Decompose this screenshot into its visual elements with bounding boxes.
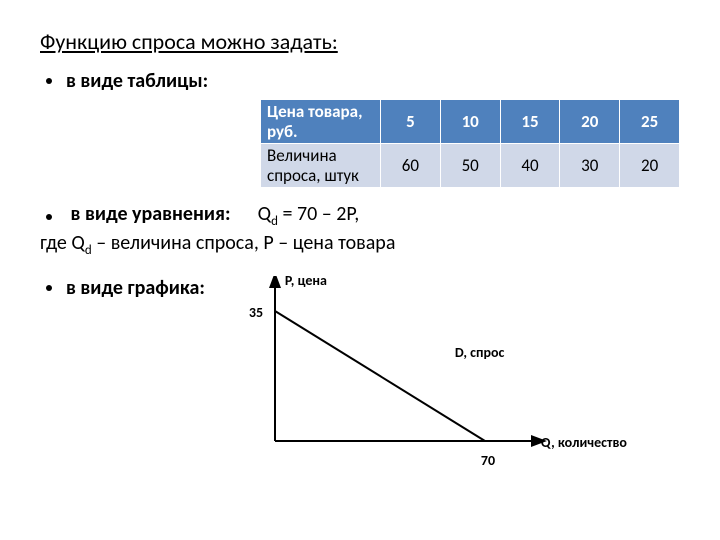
table-cell: 50 bbox=[440, 144, 500, 188]
bullet-table-label: в виде таблицы: bbox=[66, 69, 208, 93]
bullet-dot bbox=[46, 214, 52, 220]
x-intercept-label: 70 bbox=[481, 452, 495, 469]
y-intercept-label: 35 bbox=[249, 304, 263, 321]
y-axis-label: P, цена bbox=[285, 272, 327, 289]
table-cell: 20 bbox=[560, 100, 620, 144]
table-header-label: Цена товара, руб. bbox=[261, 100, 381, 144]
bullet-table: в виде таблицы: bbox=[40, 69, 680, 93]
bullet-equation-label: в виде уравнения: bbox=[71, 202, 231, 226]
equation-formula: Qd = 70 – 2P, bbox=[258, 202, 360, 226]
page-title: Функцию спроса можно задать: bbox=[40, 28, 680, 55]
table-cell: 5 bbox=[381, 100, 441, 144]
table-cell: 30 bbox=[560, 144, 620, 188]
bullet-dot bbox=[46, 78, 52, 84]
demand-chart: P, цена 35 D, спрос 70 Q, количество bbox=[235, 276, 575, 481]
table-row: Цена товара, руб. 5 10 15 20 25 bbox=[261, 100, 680, 144]
demand-line bbox=[275, 311, 485, 441]
table-cell: 10 bbox=[440, 100, 500, 144]
table-cell: 25 bbox=[620, 100, 680, 144]
table-cell: 20 bbox=[620, 144, 680, 188]
table-cell: 40 bbox=[500, 144, 560, 188]
equation-description: где Qd – величина спроса, P – цена товар… bbox=[40, 231, 680, 258]
chart-svg bbox=[235, 276, 575, 476]
x-axis-label: Q, количество bbox=[541, 434, 627, 451]
table-row: Величина спроса, штук 60 50 40 30 20 bbox=[261, 144, 680, 188]
table-row-label: Величина спроса, штук bbox=[261, 144, 381, 188]
demand-table: Цена товара, руб. 5 10 15 20 25 Величина… bbox=[260, 99, 680, 188]
series-label: D, спрос bbox=[455, 344, 505, 361]
bullet-equation: в виде уравнения: Qd = 70 – 2P, bbox=[40, 202, 680, 229]
bullet-graph-label: в виде графика: bbox=[66, 276, 205, 300]
table-cell: 60 bbox=[381, 144, 441, 188]
table-cell: 15 bbox=[500, 100, 560, 144]
bullet-dot bbox=[46, 285, 52, 291]
